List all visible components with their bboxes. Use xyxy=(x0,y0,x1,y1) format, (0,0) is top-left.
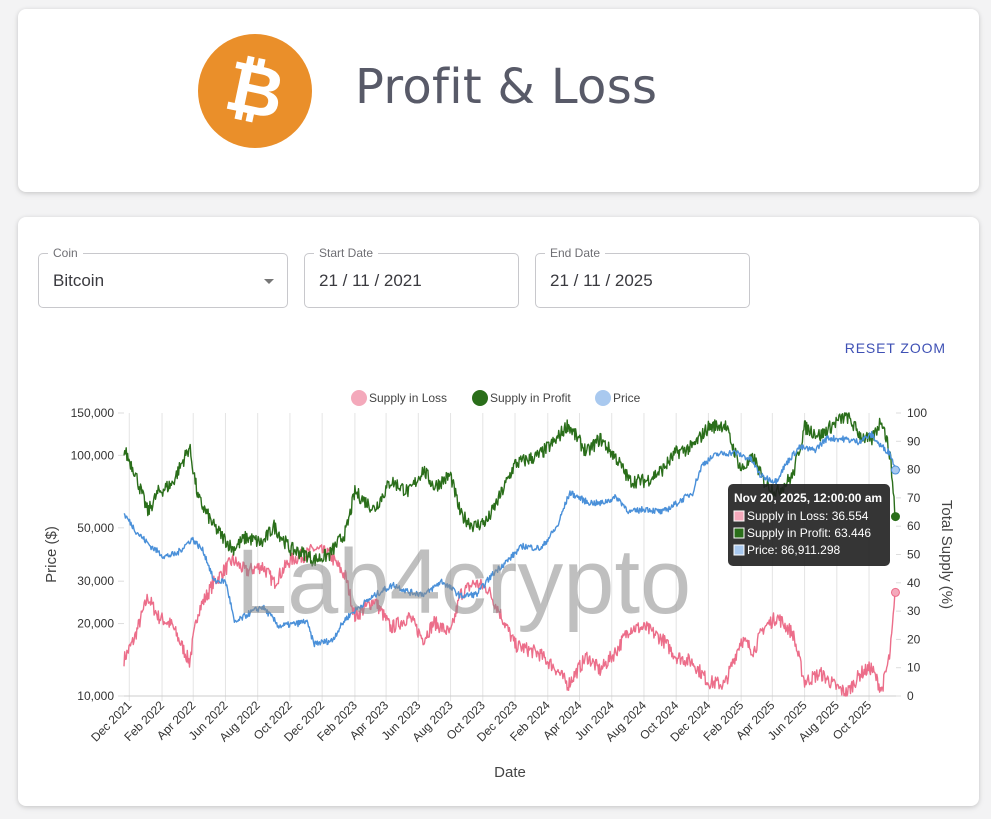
y-right-tick-label: 50 xyxy=(907,548,921,562)
legend-supply-in-loss-label: Supply in Loss xyxy=(369,391,447,405)
y-right-tick-label: 0 xyxy=(907,689,914,703)
tooltip-row: Price: 86,911.298 xyxy=(747,543,841,557)
legend-supply-in-profit-swatch xyxy=(472,390,488,406)
y-right-tick-label: 60 xyxy=(907,519,921,533)
y-left-tick-label: 150,000 xyxy=(71,406,115,420)
x-axis-title: Date xyxy=(494,764,526,781)
supply-in-loss-line xyxy=(123,543,897,697)
coin-select-label: Coin xyxy=(48,246,83,260)
y-right-axis-title: Total Supply (%) xyxy=(938,500,955,609)
supply-in-profit-point xyxy=(890,512,900,522)
y-left-axis-title: Price ($) xyxy=(43,526,60,583)
legend-supply-in-profit-label: Supply in Profit xyxy=(490,391,571,405)
y-right-tick-label: 20 xyxy=(907,632,921,646)
y-right-tick-label: 80 xyxy=(907,463,921,477)
y-right-tick-label: 30 xyxy=(907,604,921,618)
tooltip-title: Nov 20, 2025, 12:00:00 am xyxy=(734,491,882,505)
y-left-tick-label: 30,000 xyxy=(77,574,114,588)
tooltip-profit-swatch xyxy=(733,527,745,539)
chart-card: Coin Bitcoin Start Date 21 / 11 / 2021 E… xyxy=(18,217,979,806)
tooltip-loss-swatch xyxy=(733,510,745,522)
end-date-label: End Date xyxy=(545,246,606,260)
price-point xyxy=(890,465,900,475)
y-right-tick-label: 70 xyxy=(907,491,921,505)
start-date-field[interactable]: Start Date 21 / 11 / 2021 xyxy=(304,246,519,308)
end-date-value[interactable]: 21 / 11 / 2025 xyxy=(550,271,653,290)
coin-select[interactable]: Coin Bitcoin xyxy=(38,246,288,308)
y-left-tick-label: 100,000 xyxy=(71,448,115,462)
y-right-tick-label: 90 xyxy=(907,434,921,448)
legend-price-swatch xyxy=(595,390,611,406)
bitcoin-logo-icon: ₿ xyxy=(198,34,312,148)
start-date-value[interactable]: 21 / 11 / 2021 xyxy=(319,271,422,290)
tooltip-row: Supply in Profit: 63.446 xyxy=(747,526,871,540)
y-right-tick-label: 100 xyxy=(907,406,927,420)
legend-price-label: Price xyxy=(613,391,641,405)
y-right-tick-label: 40 xyxy=(907,576,921,590)
dropdown-arrow-icon[interactable] xyxy=(264,279,274,284)
end-date-field[interactable]: End Date 21 / 11 / 2025 xyxy=(535,246,750,308)
tooltip-price-swatch xyxy=(733,544,745,556)
tooltip-box xyxy=(728,484,890,566)
coin-select-value: Bitcoin xyxy=(53,271,105,290)
y-left-tick-label: 10,000 xyxy=(77,689,114,703)
start-date-label: Start Date xyxy=(314,246,379,260)
tooltip-row: Supply in Loss: 36.554 xyxy=(747,509,869,523)
watermark: Lab4crypto xyxy=(236,531,691,633)
reset-zoom-button[interactable]: RESET ZOOM xyxy=(844,340,946,356)
supply-in-loss-point xyxy=(890,587,900,597)
legend-supply-in-loss-swatch xyxy=(351,390,367,406)
header-card: ₿ Profit & Loss xyxy=(18,9,979,192)
price-line xyxy=(123,431,897,648)
y-right-tick-label: 10 xyxy=(907,661,921,675)
page-title: Profit & Loss xyxy=(355,59,658,115)
y-left-tick-label: 20,000 xyxy=(77,617,114,631)
y-left-tick-label: 50,000 xyxy=(77,521,114,535)
